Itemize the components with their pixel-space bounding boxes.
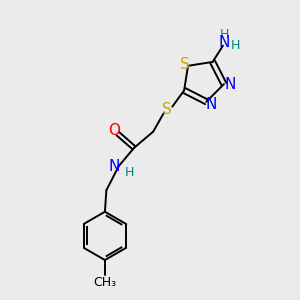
Text: O: O (108, 123, 120, 138)
Text: N: N (219, 35, 230, 50)
Text: H: H (220, 28, 229, 41)
Text: S: S (162, 102, 172, 117)
Text: H: H (231, 39, 240, 52)
Text: S: S (180, 57, 190, 72)
Text: N: N (205, 97, 216, 112)
Text: N: N (224, 76, 236, 92)
Text: CH₃: CH₃ (93, 276, 116, 289)
Text: H: H (125, 166, 135, 179)
Text: N: N (109, 159, 120, 174)
